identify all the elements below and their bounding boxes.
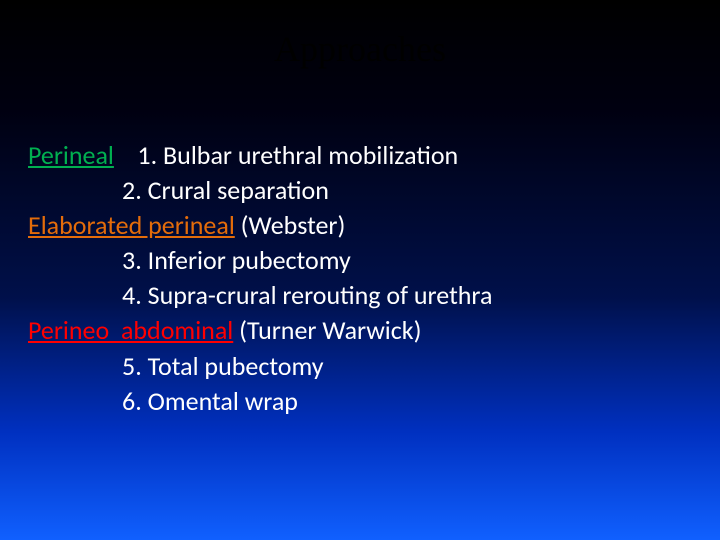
label-perineal: Perineal	[28, 139, 114, 171]
line-2: 2. Crural separation	[28, 173, 692, 208]
indent	[28, 350, 122, 382]
label-elaborated-perineal: Elaborated perineal	[28, 209, 235, 241]
slide: Approaches Perineal 1. Bulbar urethral m…	[0, 0, 720, 540]
label-perineo-abdominal: Perineo abdominal	[28, 314, 233, 346]
indent	[28, 244, 122, 276]
indent	[28, 385, 122, 417]
text-l2: 2. Crural separation	[122, 174, 329, 206]
pad-perineal	[114, 139, 138, 171]
slide-body: Perineal 1. Bulbar urethral mobilization…	[28, 138, 692, 419]
line-8: 6. Omental wrap	[28, 384, 692, 419]
text-l7: 5. Total pubectomy	[122, 350, 324, 382]
slide-title: Approaches	[0, 28, 720, 70]
line-3: Elaborated perineal (Webster)	[28, 208, 692, 243]
text-l3: (Webster)	[235, 209, 346, 241]
text-l1: 1. Bulbar urethral mobilization	[137, 139, 458, 171]
text-l4: 3. Inferior pubectomy	[122, 244, 351, 276]
indent	[28, 174, 122, 206]
line-7: 5. Total pubectomy	[28, 349, 692, 384]
line-1: Perineal 1. Bulbar urethral mobilization	[28, 138, 692, 173]
text-l8: 6. Omental wrap	[122, 385, 298, 417]
line-5: 4. Supra-crural rerouting of urethra	[28, 278, 692, 313]
text-l5: 4. Supra-crural rerouting of urethra	[122, 279, 492, 311]
line-4: 3. Inferior pubectomy	[28, 243, 692, 278]
text-l6: (Turner Warwick)	[233, 314, 421, 346]
line-6: Perineo abdominal (Turner Warwick)	[28, 313, 692, 348]
indent	[28, 279, 122, 311]
